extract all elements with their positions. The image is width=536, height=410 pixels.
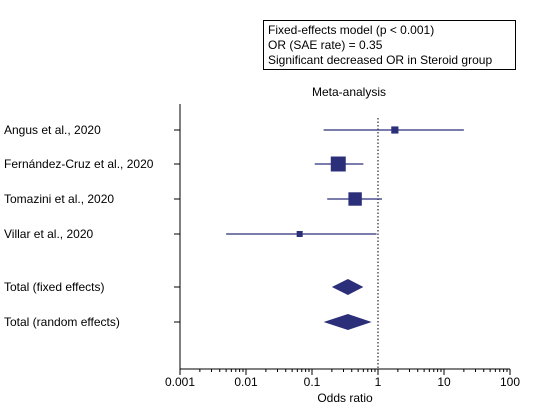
x-axis-label: Odds ratio: [317, 391, 373, 405]
x-tick-label: 10: [437, 375, 451, 389]
row-label: Total (random effects): [4, 315, 120, 329]
row-label: Villar et al., 2020: [4, 227, 93, 241]
legend-or-line: OR (SAE rate) = 0.35: [268, 38, 383, 52]
x-tick-label: 1: [375, 375, 382, 389]
x-tick-label: 0.001: [165, 375, 195, 389]
legend-model-line: Fixed-effects model (p < 0.001): [268, 23, 435, 37]
effect-square: [330, 156, 346, 172]
chart-title: Meta-analysis: [312, 85, 386, 99]
row-label: Fernández-Cruz et al., 2020: [4, 157, 154, 171]
effect-square: [391, 126, 399, 134]
row-label: Angus et al., 2020: [4, 123, 101, 137]
x-tick-label: 0.1: [304, 375, 321, 389]
x-tick-label: 100: [500, 375, 520, 389]
pooled-diamond: [323, 314, 372, 330]
pooled-diamond: [331, 279, 364, 295]
legend-conclusion-line: Significant decreased OR in Steroid grou…: [268, 53, 493, 67]
x-tick-label: 0.01: [234, 375, 258, 389]
effect-square: [348, 192, 362, 206]
legend-box: Fixed-effects model (p < 0.001) OR (SAE …: [263, 20, 516, 70]
effect-square: [296, 231, 303, 237]
row-label: Tomazini et al., 2020: [4, 192, 114, 206]
row-label: Total (fixed effects): [4, 280, 105, 294]
